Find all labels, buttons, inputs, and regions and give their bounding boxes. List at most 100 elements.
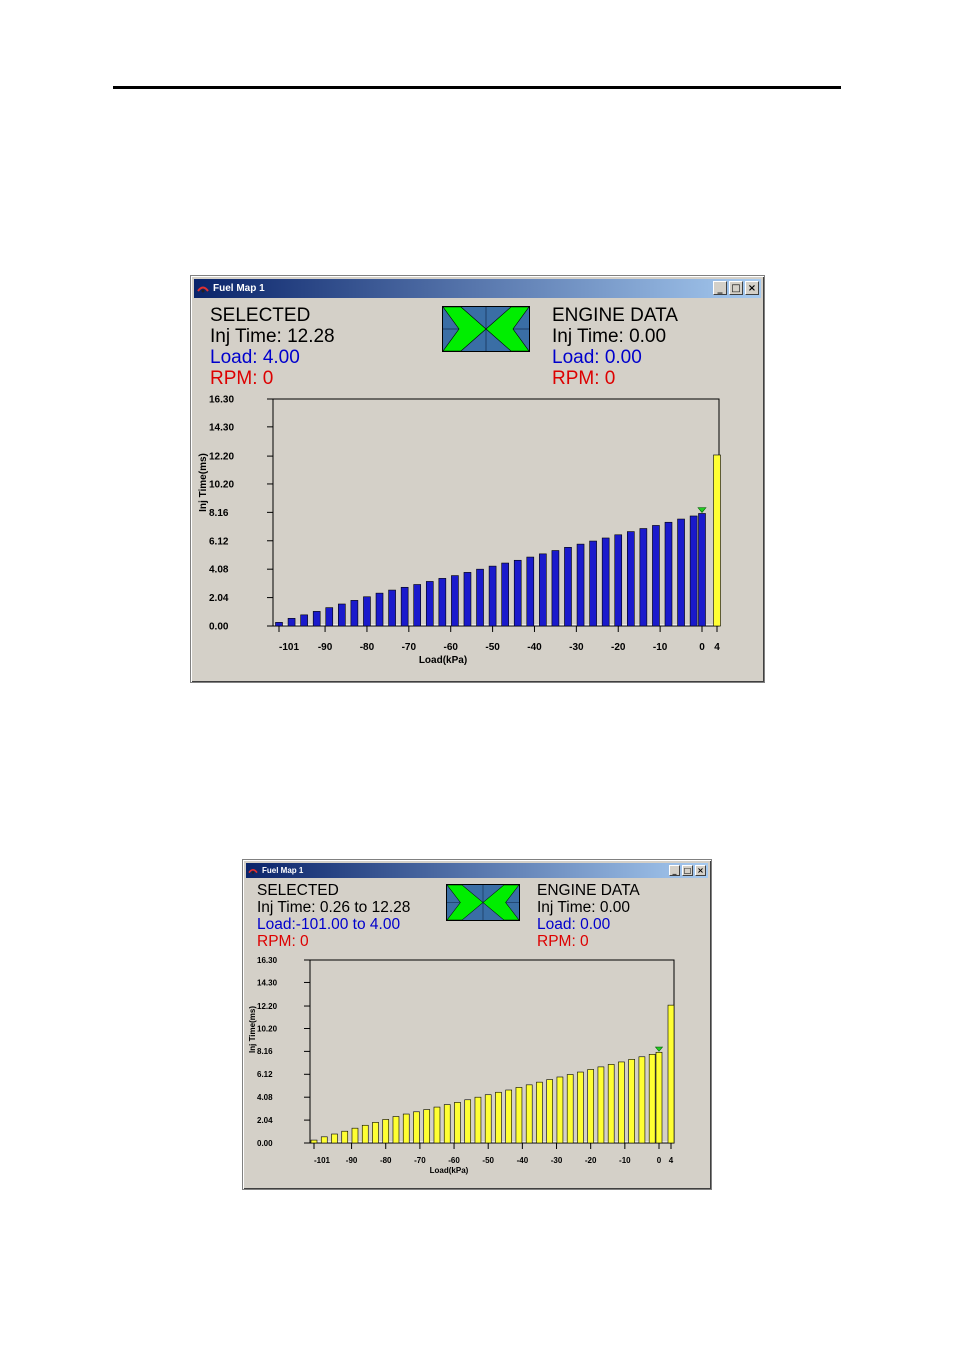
chart-bar (667, 1004, 675, 1144)
fuel-map-app-icon (197, 284, 209, 294)
minimize-button[interactable]: _ (713, 281, 727, 295)
fuel-map-chart[interactable]: 16.30 14.30 12.20 10.20 8.16 6.12 4.08 2.04 0.00… (243, 860, 711, 1189)
direction-arrows-icon[interactable] (446, 884, 520, 921)
chart-bar (525, 1084, 533, 1144)
selected-rpm: RPM: 0 (257, 933, 309, 950)
selected-load-label: Load: (210, 347, 263, 368)
x-tick-label: -10 (619, 1156, 631, 1165)
chart-bar (425, 581, 434, 627)
chart-bar (312, 611, 321, 627)
x-tick-label: -40 (517, 1156, 529, 1165)
chart-bar (310, 1139, 318, 1144)
chart-bar (363, 596, 371, 627)
chart-bar (300, 614, 308, 627)
chart-bar (350, 600, 359, 627)
x-tick-label: -70 (414, 1156, 426, 1165)
fuel-map-window-1[interactable]: Fuel Map 1 _ □ × SELECTED Inj Time: 12.2… (190, 275, 765, 683)
window-title: Fuel Map 1 (213, 283, 265, 294)
chart-bar (505, 1089, 513, 1144)
chart-bar (601, 537, 610, 627)
x-tick-label: 4 (669, 1156, 674, 1165)
y-tick-label: 16.30 (257, 956, 278, 965)
chart-bar (576, 543, 585, 627)
engine-load: Load: 0.00 (552, 347, 642, 368)
selected-load: Load:-101.00 to 4.00 (257, 917, 410, 934)
maximize-button[interactable]: □ (729, 281, 743, 295)
y-tick-label: 0.00 (209, 622, 229, 633)
close-button[interactable]: × (745, 281, 759, 295)
x-tick-label: -70 (402, 642, 417, 653)
x-tick-label: -20 (611, 642, 626, 653)
selected-inj-time: Inj Time: 12.28 (210, 326, 335, 347)
chart-bar (341, 1130, 349, 1144)
maximize-button[interactable]: □ (682, 865, 693, 876)
x-tick-label: -80 (360, 642, 375, 653)
x-tick-label: -30 (551, 1156, 563, 1165)
chart-bar (451, 575, 459, 627)
chart-bar (474, 1096, 482, 1144)
chart-bar (546, 1079, 553, 1144)
y-tick-label: 0.00 (257, 1139, 273, 1148)
selected-info-panel: SELECTED Inj Time: 0.26 to 12.28 Load:-1… (257, 883, 410, 951)
x-tick-label: -40 (527, 642, 542, 653)
x-tick-label: -60 (448, 1156, 460, 1165)
selected-inj-time: Inj Time: 0.26 to 12.28 (257, 899, 411, 916)
window-title: Fuel Map 1 (262, 866, 304, 875)
chart-bar (464, 1099, 472, 1144)
y-tick-label: 12.20 (257, 1002, 278, 1011)
chart-bar (484, 1094, 492, 1144)
window-titlebar[interactable]: Fuel Map 1 _ □ × (194, 279, 761, 298)
chart-bar (413, 584, 422, 627)
engine-marker-icon (654, 1046, 664, 1052)
y-tick-label: 16.30 (209, 395, 234, 406)
engine-heading: ENGINE DATA (552, 305, 678, 326)
x-tick-label: -101 (314, 1156, 331, 1165)
y-tick-label: 10.20 (209, 479, 234, 490)
selected-load-label: Load: (257, 916, 296, 933)
chart-bar (589, 540, 597, 627)
direction-arrows-icon[interactable] (442, 306, 530, 352)
chart-bar (652, 525, 660, 627)
selected-rpm: RPM: 0 (210, 368, 274, 389)
chart-bar (577, 1071, 584, 1144)
selected-load-value: -101.00 to 4.00 (295, 916, 401, 933)
minimize-button[interactable]: _ (669, 865, 680, 876)
y-tick-label: 10.20 (257, 1024, 278, 1033)
chart-bar (400, 586, 409, 627)
chart-bar (351, 1127, 359, 1144)
chart-bar (320, 1136, 328, 1144)
selected-load-value: 4.00 (262, 347, 300, 368)
chart-bar (476, 568, 484, 627)
fuel-map-app-icon (248, 867, 258, 875)
x-tick-label: -50 (482, 1156, 494, 1165)
chart-bar (638, 1056, 646, 1144)
chart-bar (372, 1122, 379, 1144)
chart-bar (433, 1106, 441, 1144)
chart-bar (655, 1051, 663, 1144)
x-tick-label: -80 (380, 1156, 392, 1165)
y-tick-label: 6.12 (257, 1070, 273, 1079)
chart-bar (627, 531, 635, 627)
engine-data-panel: ENGINE DATA Inj Time: 0.00 Load: 0.00 RP… (537, 883, 640, 951)
chart-bar (443, 1104, 451, 1144)
chart-bar (648, 1054, 656, 1144)
chart-bar (331, 1133, 338, 1144)
fuel-map-chart[interactable]: 16.30 14.30 12.20 10.20 8.16 6.12 4.08 2.04 0.00… (191, 276, 764, 682)
chart-bar (388, 589, 396, 627)
chart-bar (287, 618, 296, 627)
engine-load: Load: 0.00 (537, 916, 611, 933)
chart-bar (423, 1109, 431, 1144)
chart-bar (551, 550, 560, 627)
y-tick-label: 6.12 (209, 536, 229, 547)
chart-bar (463, 572, 472, 627)
fuel-map-window-2[interactable]: Fuel Map 1 _ □ × SELECTED Inj Time: 0.26… (242, 859, 712, 1190)
selected-heading: SELECTED (257, 882, 339, 899)
chart-bar (587, 1069, 594, 1144)
engine-data-panel: ENGINE DATA Inj Time: 0.00 Load: 0.00 RP… (552, 306, 678, 390)
chart-bar (392, 1116, 400, 1144)
chart-bar (614, 534, 623, 627)
chart-bar (539, 553, 547, 627)
close-button[interactable]: × (695, 865, 706, 876)
window-titlebar[interactable]: Fuel Map 1 _ □ × (246, 863, 708, 878)
y-tick-label: 4.08 (209, 565, 229, 576)
